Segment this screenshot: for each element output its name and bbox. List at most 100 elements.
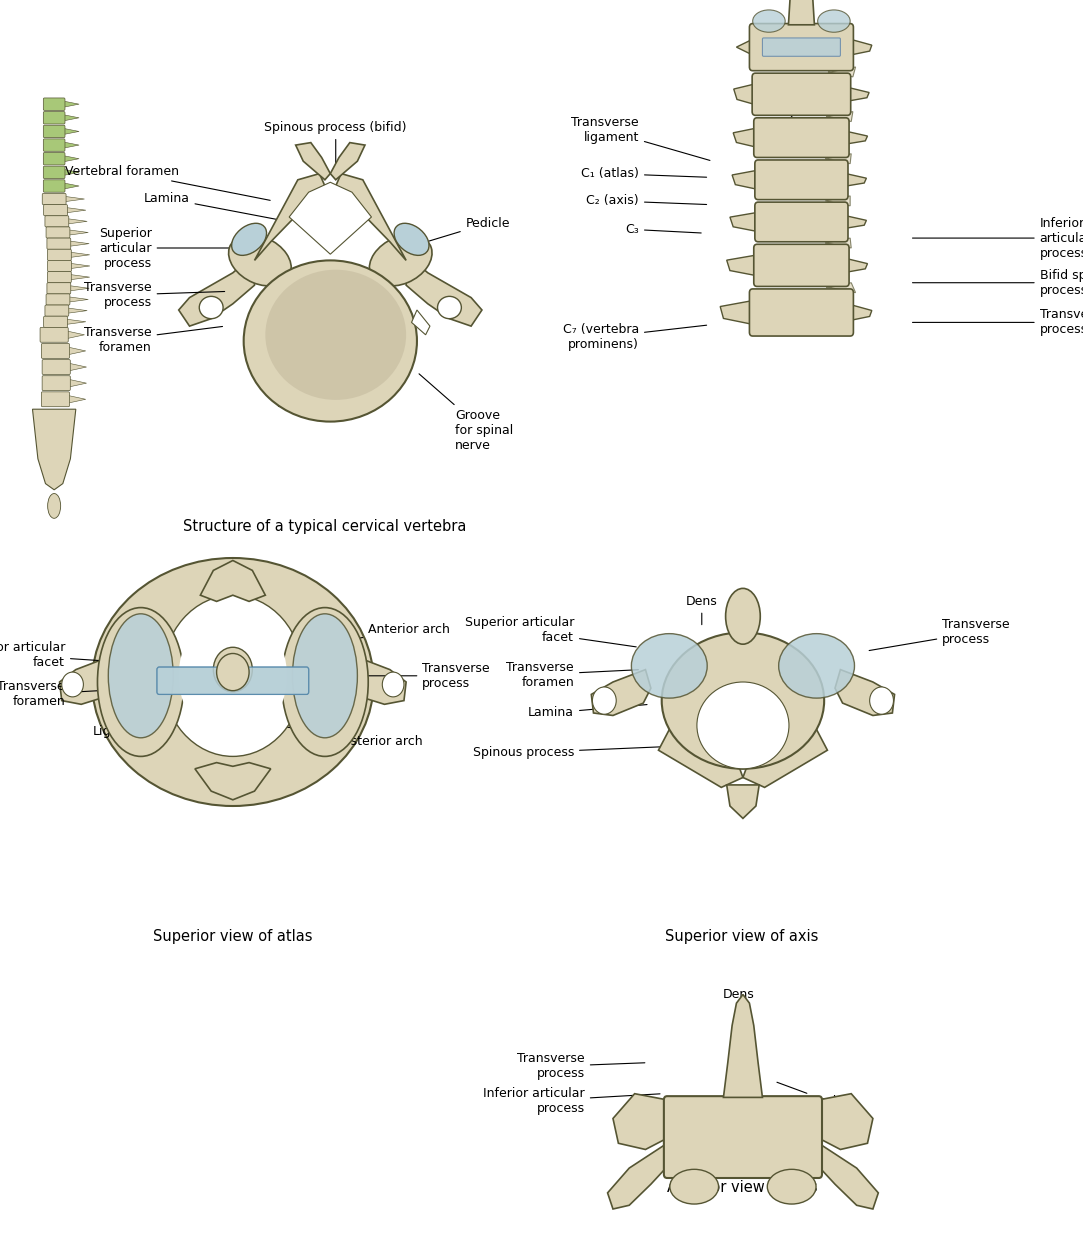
FancyBboxPatch shape [42,193,66,205]
Text: Body: Body [276,374,317,409]
Text: C₇ (vertebra
prominens): C₇ (vertebra prominens) [563,324,706,351]
Text: Dens: Dens [227,614,260,642]
FancyBboxPatch shape [42,360,70,374]
Polygon shape [64,143,79,148]
Polygon shape [727,255,757,275]
Polygon shape [727,785,759,818]
Circle shape [382,672,404,697]
Polygon shape [64,184,79,188]
Polygon shape [70,263,90,269]
Polygon shape [70,252,90,258]
FancyBboxPatch shape [45,305,69,316]
Ellipse shape [48,494,61,518]
Text: Bifid spinous
process: Bifid spinous process [913,269,1083,296]
Text: Transverse
process: Transverse process [361,662,490,689]
Circle shape [870,687,893,714]
Text: Dens: Dens [686,595,718,625]
Text: Spinous process: Spinous process [472,746,666,759]
Text: Pedicle: Pedicle [408,217,510,247]
Polygon shape [817,1094,873,1149]
Circle shape [62,672,83,697]
Polygon shape [69,296,89,303]
FancyBboxPatch shape [749,24,853,71]
Ellipse shape [162,595,303,756]
Polygon shape [743,713,827,787]
Text: Inferior articular
process: Inferior articular process [483,1087,660,1115]
Circle shape [217,653,249,691]
Text: Transverse
process: Transverse process [84,281,224,309]
Ellipse shape [92,558,374,806]
Text: Superior articular
facet: Superior articular facet [465,616,636,647]
Text: Anterior view of axis: Anterior view of axis [667,1180,817,1195]
Polygon shape [720,300,753,325]
Polygon shape [412,310,430,335]
Polygon shape [289,182,371,254]
Text: Inferior
articular
process: Inferior articular process [913,217,1083,259]
FancyBboxPatch shape [43,112,65,124]
Text: Superior
articular
process: Superior articular process [99,227,235,269]
Polygon shape [354,657,406,704]
Text: Body: Body [777,1083,844,1107]
Ellipse shape [753,10,785,32]
Ellipse shape [818,10,850,32]
Polygon shape [846,258,867,273]
FancyBboxPatch shape [754,244,849,286]
Polygon shape [845,216,866,228]
FancyBboxPatch shape [41,343,69,358]
Text: Transverse
process: Transverse process [518,1053,644,1080]
Polygon shape [64,156,79,161]
Polygon shape [825,154,851,164]
Polygon shape [835,670,895,715]
Polygon shape [336,174,406,260]
FancyBboxPatch shape [45,216,69,227]
Text: Posterior arch: Posterior arch [279,725,422,748]
Ellipse shape [394,223,429,255]
FancyBboxPatch shape [43,125,65,138]
Polygon shape [827,67,856,77]
Polygon shape [70,274,90,280]
Polygon shape [846,131,867,144]
Polygon shape [68,396,86,403]
Polygon shape [788,0,814,25]
Polygon shape [64,102,79,107]
Polygon shape [179,254,255,326]
Ellipse shape [199,296,223,319]
Ellipse shape [369,234,432,286]
Text: C₃: C₃ [625,223,701,236]
Polygon shape [736,40,753,55]
FancyBboxPatch shape [48,260,71,272]
Polygon shape [608,1143,669,1209]
Polygon shape [847,87,869,102]
FancyBboxPatch shape [48,249,71,260]
Text: Transverse
foramen: Transverse foramen [507,661,638,688]
Text: Transverse
foramen: Transverse foramen [0,681,141,708]
Polygon shape [658,713,743,787]
Text: Lamina: Lamina [144,192,280,221]
Polygon shape [69,363,87,371]
Polygon shape [200,560,265,601]
Polygon shape [330,143,365,180]
FancyBboxPatch shape [755,202,848,242]
FancyBboxPatch shape [157,667,309,694]
Polygon shape [60,657,112,704]
Ellipse shape [108,614,173,738]
Text: Dens: Dens [722,988,755,1018]
FancyBboxPatch shape [43,180,65,192]
Polygon shape [845,174,866,186]
FancyBboxPatch shape [43,98,65,110]
Ellipse shape [631,634,707,698]
FancyBboxPatch shape [47,294,70,305]
Polygon shape [64,129,79,134]
Ellipse shape [697,682,790,769]
Text: Transverse
process: Transverse process [913,309,1083,336]
Polygon shape [296,143,330,180]
Polygon shape [69,241,89,247]
Polygon shape [69,379,87,387]
FancyBboxPatch shape [40,327,68,342]
Text: Groove
for spinal
nerve: Groove for spinal nerve [419,373,513,453]
FancyBboxPatch shape [48,272,71,283]
Polygon shape [591,670,651,715]
Text: Anterior arch: Anterior arch [306,624,451,647]
Ellipse shape [669,1169,718,1204]
Circle shape [592,687,616,714]
